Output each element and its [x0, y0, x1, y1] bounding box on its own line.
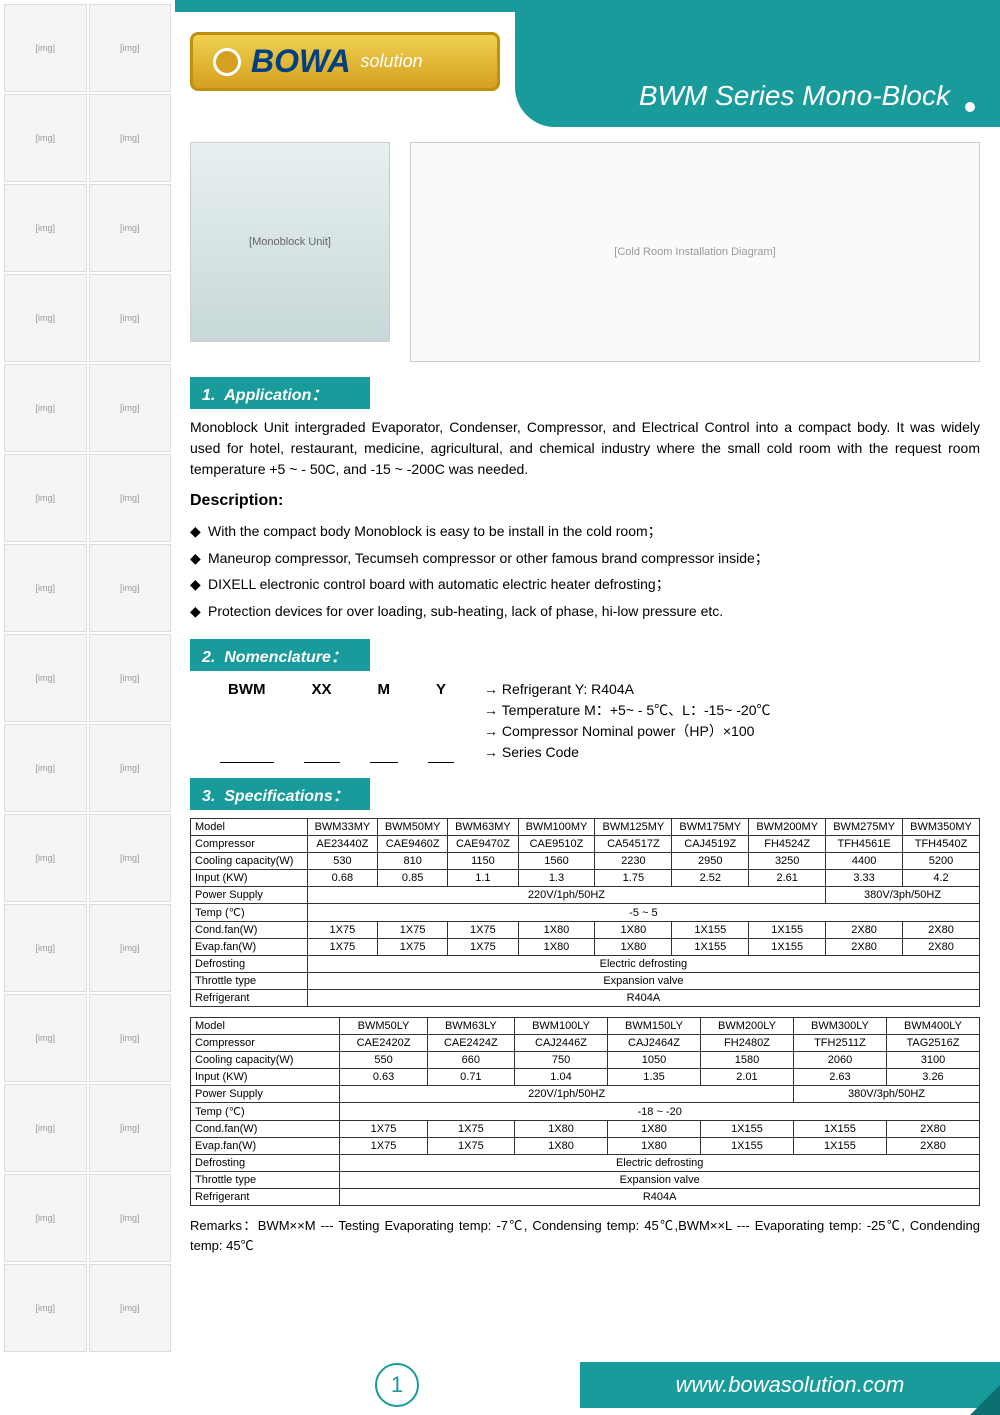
installation-diagram: [Cold Room Installation Diagram] [410, 142, 980, 362]
thumb-item: [img] [89, 994, 172, 1082]
thumb-item: [img] [89, 724, 172, 812]
corner-fold-icon [970, 1385, 1000, 1415]
logo-sub: solution [361, 51, 423, 72]
nomen-code: XX [304, 679, 340, 763]
thumb-item: [img] [4, 544, 87, 632]
thumb-item: [img] [89, 184, 172, 272]
remarks-text: Remarks：BWM××M --- Testing Evaporating t… [190, 1216, 980, 1255]
thumb-item: [img] [89, 904, 172, 992]
thumb-item: [img] [4, 454, 87, 542]
thumb-item: [img] [89, 544, 172, 632]
top-accent-bar [175, 0, 1000, 12]
bullet-item: Protection devices for over loading, sub… [190, 598, 980, 625]
thumb-item: [img] [4, 994, 87, 1082]
series-title: BWM Series Mono-Block [639, 80, 950, 112]
thumb-item: [img] [4, 274, 87, 362]
section-application: 1. Application： [190, 377, 370, 409]
bullet-item: DIXELL electronic control board with aut… [190, 571, 980, 598]
thumb-item: [img] [4, 1084, 87, 1172]
nomenclature-codes: BWM XX MY [220, 679, 454, 763]
thumb-item: [img] [89, 1174, 172, 1262]
nomen-code: Y [428, 679, 454, 763]
description-bullets: With the compact body Monoblock is easy … [190, 518, 980, 624]
description-title: Description: [190, 492, 980, 510]
title-dot-icon [965, 102, 975, 112]
website-url: www.bowasolution.com [580, 1362, 1000, 1408]
thumb-item: [img] [4, 904, 87, 992]
thumb-item: [img] [89, 454, 172, 542]
nomen-line: Series Code [484, 742, 770, 763]
nomenclature-descriptions: Refrigerant Y: R404ATemperature M：+5~ - … [484, 679, 770, 763]
nomen-code: BWM [220, 679, 274, 763]
page-number: 1 [375, 1363, 419, 1407]
specs-table-ly: ModelBWM50LYBWM63LYBWM100LYBWM150LYBWM20… [190, 1017, 980, 1206]
thumb-item: [img] [89, 364, 172, 452]
nomen-code: M [370, 679, 399, 763]
thumb-item: [img] [4, 1264, 87, 1352]
brand-logo: BOWA solution [190, 32, 500, 91]
nomen-line: Refrigerant Y: R404A [484, 679, 770, 700]
thumb-item: [img] [89, 814, 172, 902]
thumb-item: [img] [89, 1264, 172, 1352]
section-nomenclature: 2. Nomenclature： [190, 639, 370, 671]
thumb-item: [img] [89, 4, 172, 92]
specs-table-my: ModelBWM33MYBWM50MYBWM63MYBWM100MYBWM125… [190, 818, 980, 1007]
thumb-item: [img] [4, 4, 87, 92]
thumb-item: [img] [89, 634, 172, 722]
logo-name: BOWA [251, 43, 351, 80]
thumb-item: [img] [4, 724, 87, 812]
thumb-item: [img] [4, 1174, 87, 1262]
thumb-item: [img] [4, 184, 87, 272]
application-text: Monoblock Unit intergraded Evaporator, C… [190, 417, 980, 480]
thumb-item: [img] [4, 634, 87, 722]
nomen-line: Compressor Nominal power（HP）×100 [484, 721, 770, 742]
product-thumbnails-sidebar: [img][img][img][img][img][img][img][img]… [0, 0, 175, 1415]
thumb-item: [img] [4, 814, 87, 902]
section-specifications: 3. Specifications： [190, 778, 370, 810]
product-image: [Monoblock Unit] [190, 142, 390, 342]
nomen-line: Temperature M：+5~ - 5℃、L：-15~ -20℃ [484, 700, 770, 721]
thumb-item: [img] [4, 364, 87, 452]
thumb-item: [img] [89, 274, 172, 362]
thumb-item: [img] [89, 94, 172, 182]
bullet-item: Maneurop compressor, Tecumseh compressor… [190, 545, 980, 572]
thumb-item: [img] [89, 1084, 172, 1172]
thumb-item: [img] [4, 94, 87, 182]
bullet-item: With the compact body Monoblock is easy … [190, 518, 980, 545]
